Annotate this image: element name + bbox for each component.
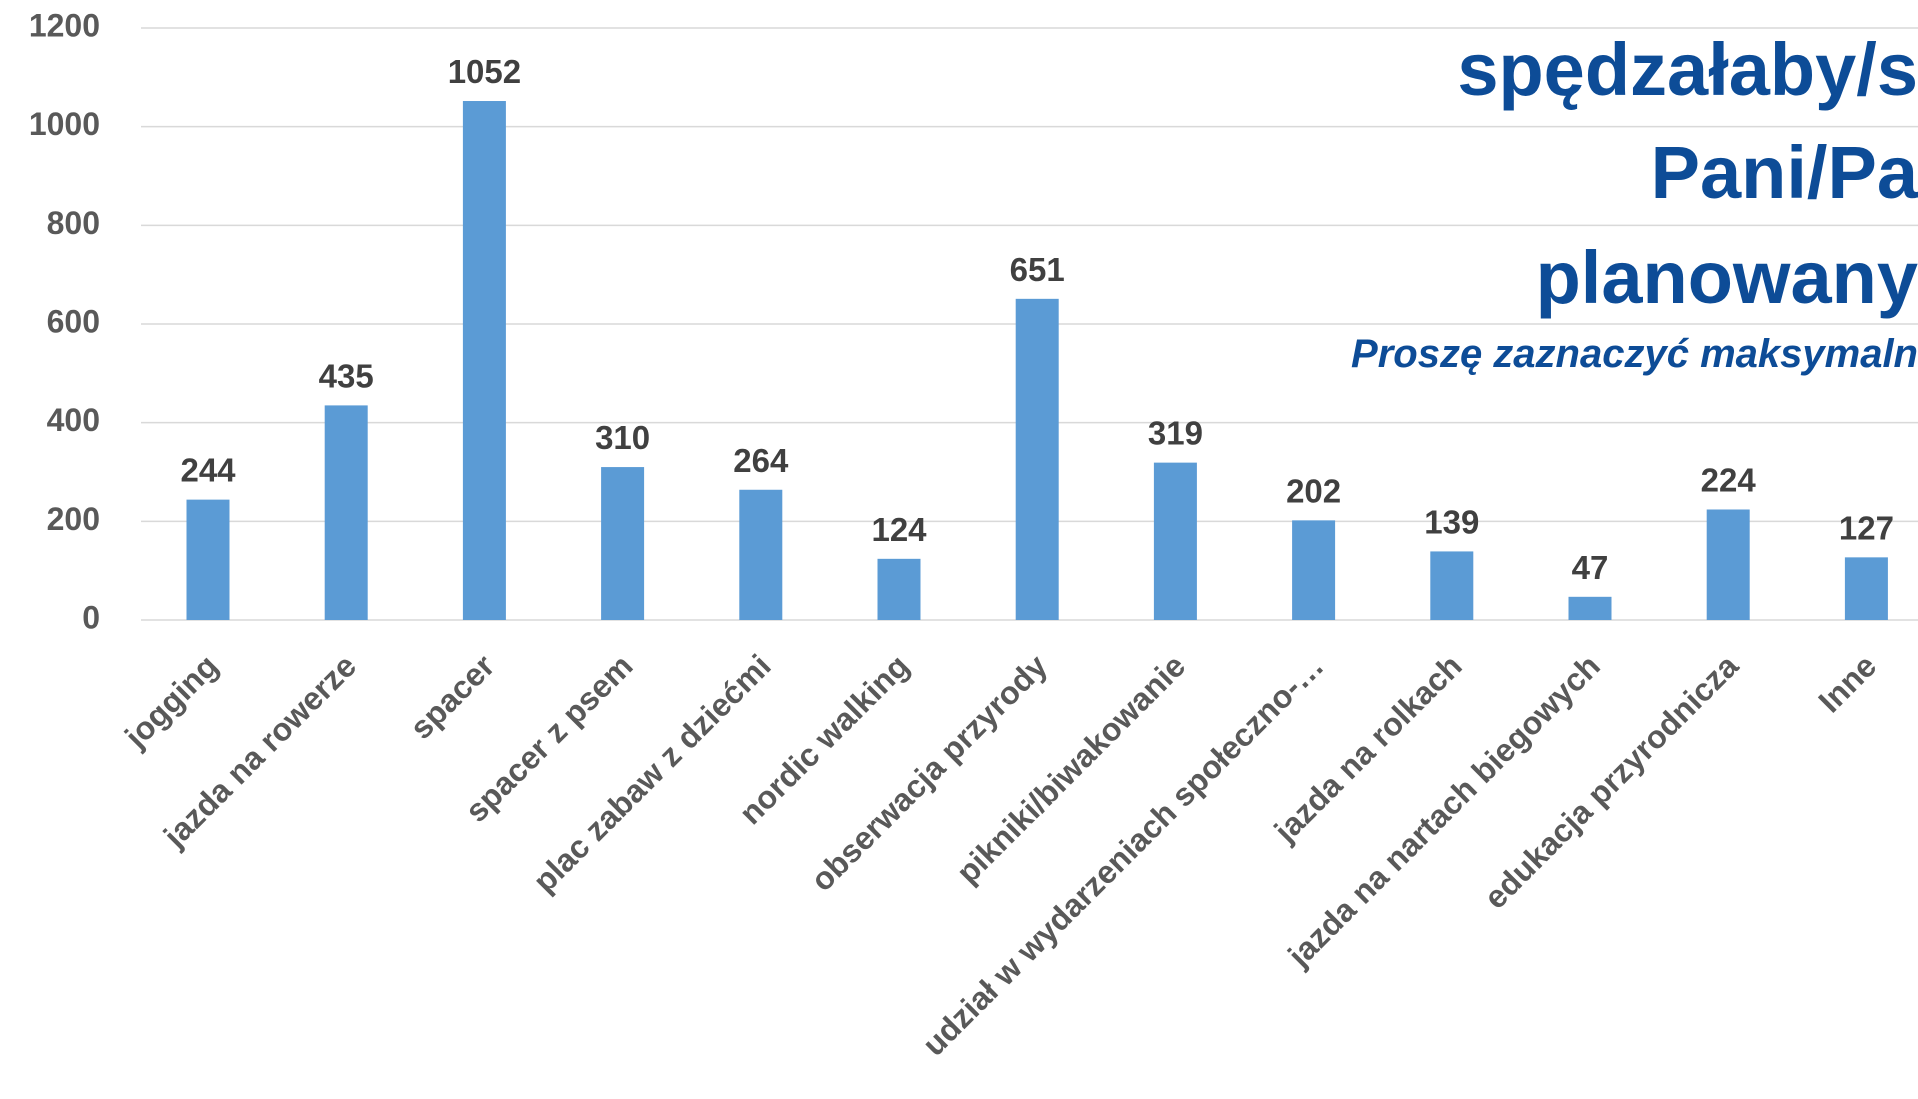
bar xyxy=(877,558,921,620)
x-tick-label: spacer xyxy=(403,647,501,745)
y-tick-label: 0 xyxy=(82,599,100,635)
bar xyxy=(1844,557,1888,620)
y-tick-label: 800 xyxy=(47,205,100,241)
chart-subtitle: Proszę zaznaczyć maksymaln xyxy=(1351,332,1918,376)
data-label: 264 xyxy=(733,442,789,479)
x-tick-label: plac zabaw z dziećmi xyxy=(526,647,778,899)
data-label: 202 xyxy=(1286,472,1341,509)
x-tick-label: pikniki/biwakowanie xyxy=(949,647,1192,890)
y-tick-label: 600 xyxy=(47,303,100,339)
x-tick-label: obserwacja przyrody xyxy=(804,647,1055,898)
x-tick-label: Inne xyxy=(1811,647,1883,719)
data-label: 319 xyxy=(1148,415,1203,452)
bar xyxy=(739,489,783,620)
bar xyxy=(601,467,645,620)
y-tick-label: 1000 xyxy=(29,106,100,142)
data-label: 1052 xyxy=(448,53,521,90)
x-tick-label: edukacja przyrodnicza xyxy=(1477,647,1745,915)
bar xyxy=(1706,509,1750,620)
chart-title: Pani/Pa xyxy=(1651,131,1918,214)
data-label: 124 xyxy=(871,511,927,548)
data-label: 651 xyxy=(1010,251,1065,288)
data-label: 310 xyxy=(595,419,650,456)
bar xyxy=(1015,298,1059,620)
bar xyxy=(462,101,506,621)
x-tick-label: jogging xyxy=(117,647,225,755)
data-label: 224 xyxy=(1701,461,1757,498)
data-label: 47 xyxy=(1572,549,1609,586)
data-label: 139 xyxy=(1424,503,1479,540)
bar xyxy=(1430,551,1474,620)
y-tick-label: 200 xyxy=(47,501,100,537)
bar xyxy=(186,499,230,620)
data-label: 127 xyxy=(1839,509,1894,546)
data-label: 244 xyxy=(180,452,236,489)
bar xyxy=(1153,462,1197,620)
data-label: 435 xyxy=(319,357,374,394)
bar xyxy=(324,405,368,620)
bar xyxy=(1568,596,1612,620)
chart-title: planowany xyxy=(1536,236,1918,319)
y-tick-label: 400 xyxy=(47,402,100,438)
bar xyxy=(1292,520,1336,620)
chart-title: spędzałaby/s xyxy=(1457,28,1918,111)
y-tick-label: 1200 xyxy=(29,7,100,43)
